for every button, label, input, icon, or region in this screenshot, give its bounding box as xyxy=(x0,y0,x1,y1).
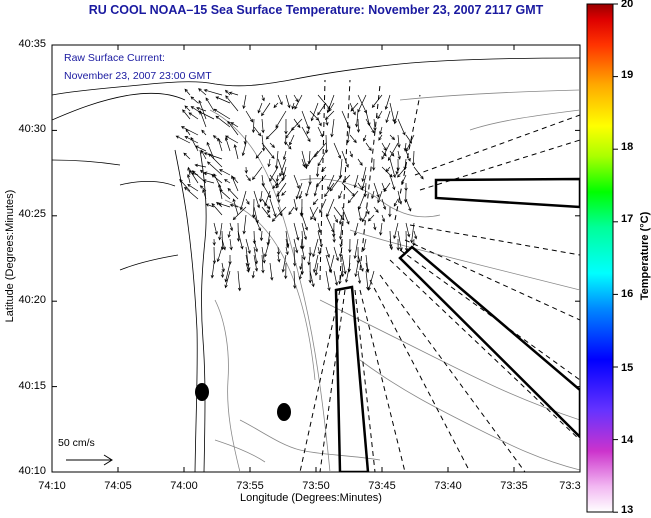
colorbar-tick-label: 19 xyxy=(621,69,634,81)
plot-area xyxy=(51,44,581,473)
map-title: RU COOL NOAA–15 Sea Surface Temperature:… xyxy=(88,3,544,17)
buoy-marker xyxy=(277,403,291,421)
y-tick-label: 40:10 xyxy=(18,465,46,477)
colorbar-tick-label: 14 xyxy=(621,434,634,446)
colorbar-tick-label: 15 xyxy=(621,362,634,374)
x-tick-label: 73:35 xyxy=(500,480,528,492)
y-tick-label: 40:20 xyxy=(18,294,46,306)
colorbar xyxy=(586,3,614,513)
y-axis-label: Latitude (Degrees:Minutes) xyxy=(4,189,16,323)
colorbar-tick-label: 20 xyxy=(621,0,634,10)
y-tick-label: 40:30 xyxy=(18,123,46,135)
current-vectors xyxy=(175,88,424,292)
x-tick-label: 73:40 xyxy=(434,480,462,492)
x-tick-label: 74:05 xyxy=(104,480,132,492)
y-tick-label: 40:15 xyxy=(18,380,46,392)
colorbar-tick-label: 18 xyxy=(621,141,634,153)
coastline xyxy=(52,57,580,472)
x-tick-label: 73:45 xyxy=(368,480,396,492)
x-tick-label: 73:55 xyxy=(236,480,264,492)
x-axis-label: Longitude (Degrees:Minutes) xyxy=(240,492,382,504)
range-lines xyxy=(299,79,580,472)
radar-sectors xyxy=(334,177,580,472)
buoy-marker xyxy=(195,383,209,401)
scale-label: 50 cm/s xyxy=(58,437,95,449)
colorbar-tick-label: 17 xyxy=(621,213,634,225)
legend-line-2: November 23, 2007 23:00 GMT xyxy=(64,70,212,82)
legend-line-1: Raw Surface Current: xyxy=(64,52,165,64)
x-tick-label: 74:00 xyxy=(170,480,198,492)
x-tick-label: 73:50 xyxy=(302,480,330,492)
colorbar-tick-label: 13 xyxy=(621,504,634,516)
y-tick-label: 40:25 xyxy=(18,208,46,220)
scale-arrow xyxy=(66,454,113,466)
colorbar-tick-label: 16 xyxy=(621,288,634,300)
y-tick-label: 40:35 xyxy=(18,38,46,50)
x-tick-label: 74:10 xyxy=(38,480,66,492)
x-tick-label: 73:3 xyxy=(559,480,581,492)
colorbar-title: Temperature (°C) xyxy=(639,211,651,301)
